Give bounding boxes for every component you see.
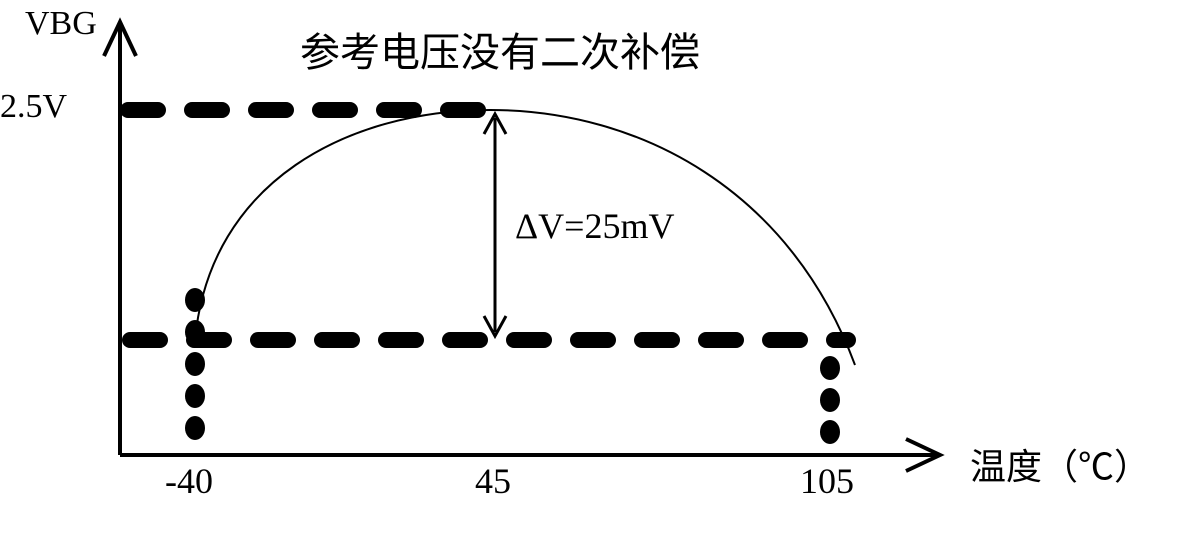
upper-dashed-line <box>120 102 486 118</box>
vdrop-right <box>820 356 840 444</box>
lower-dashed-line <box>122 332 856 348</box>
vbg-curve <box>195 110 855 365</box>
chart-container: 参考电压没有二次补偿 VBG 2.5V 温度（℃） -40 45 105 ΔV=… <box>0 0 1203 544</box>
plot-svg <box>0 0 1203 544</box>
delta-arrow <box>484 114 506 336</box>
vdrop-left <box>185 288 205 440</box>
